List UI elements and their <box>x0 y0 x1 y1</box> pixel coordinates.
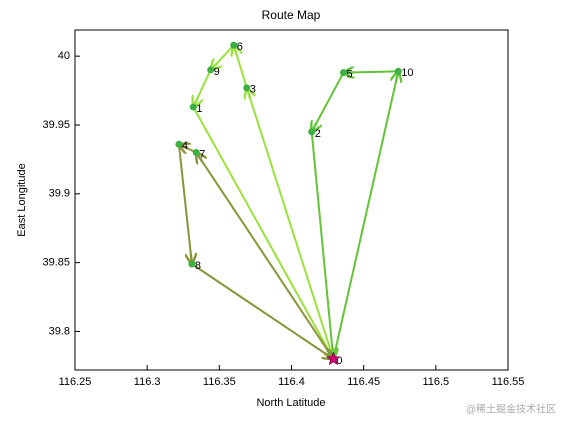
x-tick-label: 116.3 <box>134 376 161 388</box>
x-tick-label: 116.25 <box>59 376 92 388</box>
node-label: 7 <box>199 148 205 160</box>
node-label: 4 <box>182 140 188 152</box>
route-segment <box>310 131 334 359</box>
node-label: 0 <box>336 355 342 367</box>
route-segment <box>312 72 345 132</box>
node-label: 8 <box>195 260 201 272</box>
plot-area <box>74 29 509 371</box>
route-segment <box>211 44 235 70</box>
x-tick-label: 116.5 <box>422 376 449 388</box>
depot-star <box>326 351 341 366</box>
node <box>243 84 251 92</box>
route-segment <box>247 88 335 360</box>
node-label: 10 <box>401 67 413 79</box>
watermark: @稀土掘金技术社区 <box>466 403 556 416</box>
y-tick-label: 39.85 <box>42 257 70 269</box>
node <box>188 260 196 268</box>
y-tick-label: 39.8 <box>49 325 70 337</box>
route-segment <box>191 263 333 359</box>
route-segment <box>196 153 335 360</box>
x-tick-label: 116.4 <box>278 376 305 388</box>
node-label: 3 <box>250 84 256 96</box>
y-tick-label: 39.95 <box>42 119 70 131</box>
route-segment <box>177 144 192 264</box>
x-tick-label: 116.35 <box>203 376 236 388</box>
route-segment <box>193 69 212 107</box>
node <box>394 67 402 75</box>
y-axis-label: East Longitude <box>16 163 28 236</box>
y-tick-label: 39.9 <box>49 188 70 200</box>
route-segment <box>343 71 399 72</box>
node-label: 6 <box>237 41 243 53</box>
node-label: 1 <box>196 103 202 115</box>
x-tick-label: 116.45 <box>347 376 380 388</box>
node <box>175 140 183 148</box>
node <box>230 41 238 49</box>
route-segment <box>332 71 398 360</box>
node-label: 5 <box>346 69 352 81</box>
route-segment <box>234 45 248 89</box>
x-tick-label: 116.55 <box>492 376 525 388</box>
route-segment <box>192 106 333 359</box>
node <box>207 66 215 74</box>
y-tick-label: 40 <box>58 50 70 62</box>
x-axis-label: North Latitude <box>256 397 325 409</box>
node-label: 2 <box>315 128 321 140</box>
chart-title: Route Map <box>262 8 321 22</box>
node <box>308 128 316 136</box>
node-label: 9 <box>214 66 220 78</box>
node <box>339 69 347 77</box>
node <box>192 149 200 157</box>
node <box>189 103 197 111</box>
